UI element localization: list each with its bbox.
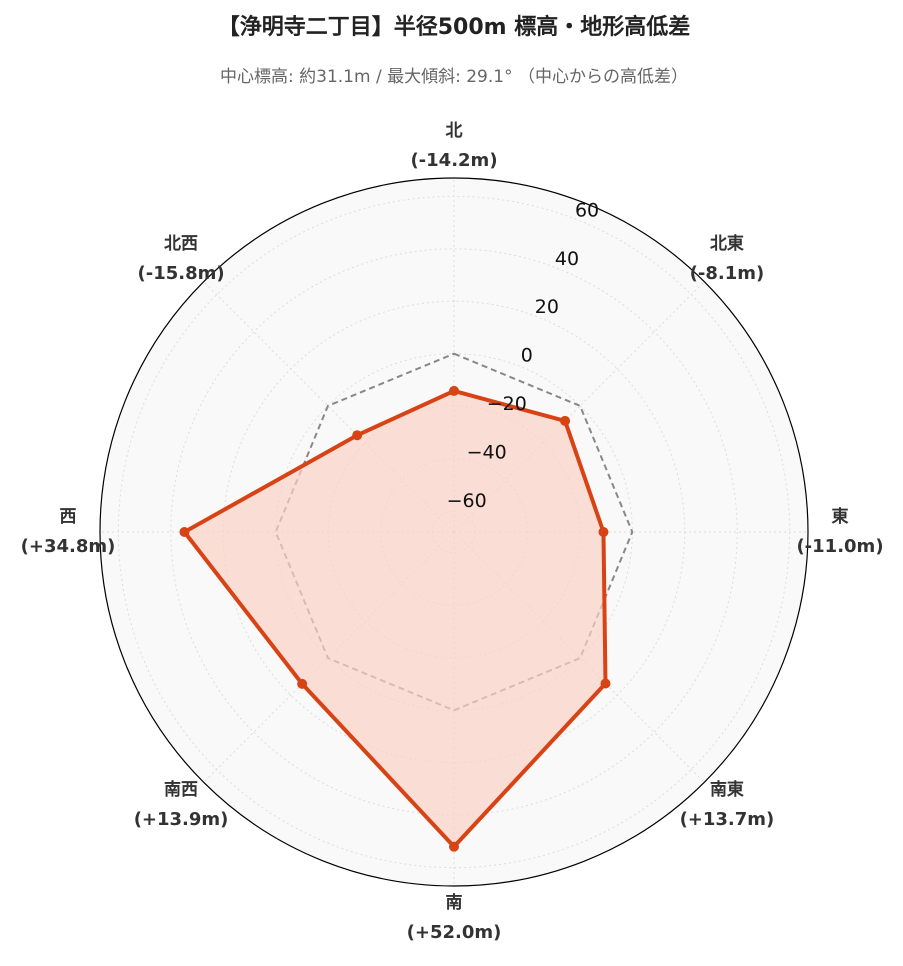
data-point — [179, 527, 190, 537]
r-tick-label: 0 — [521, 345, 533, 367]
category-label: 北東 — [710, 233, 744, 254]
value-label: (+52.0m) — [407, 922, 502, 943]
spoke — [453, 281, 705, 533]
data-point — [352, 430, 363, 441]
category-label: 南 — [446, 892, 463, 913]
value-label: (+13.9m) — [134, 809, 229, 830]
data-point — [449, 841, 459, 852]
r-tick-label: 60 — [575, 199, 599, 221]
data-point — [598, 527, 609, 537]
spoke — [203, 281, 455, 533]
category-label: 北 — [446, 121, 463, 141]
r-tick-label: −60 — [447, 490, 487, 512]
category-label: 西 — [60, 507, 77, 527]
value-label: (+13.7m) — [680, 809, 775, 830]
chart-subtitle: 中心標高: 約31.1m / 最大傾斜: 29.1° （中心からの高低差） — [220, 67, 688, 87]
r-tick-label: −20 — [487, 393, 527, 415]
data-point — [600, 678, 611, 689]
data-point — [449, 385, 459, 396]
value-label: (-8.1m) — [690, 263, 765, 284]
value-label: (-15.8m) — [138, 263, 225, 284]
outer-circle — [99, 177, 809, 887]
grid-circle — [170, 248, 738, 816]
r-tick-label: −40 — [467, 442, 507, 464]
value-label: (-14.2m) — [410, 150, 497, 171]
chart-title: 【浄明寺二丁目】半径500m 標高・地形高低差 — [218, 14, 691, 40]
data-point — [560, 415, 571, 426]
r-tick-label: 40 — [555, 248, 579, 270]
grid-circle — [117, 195, 791, 869]
category-label: 東 — [832, 506, 849, 527]
grid-circle — [222, 300, 686, 764]
r-tick-label: 20 — [535, 296, 559, 318]
value-label: (-11.0m) — [796, 536, 883, 557]
value-label: (+34.8m) — [21, 536, 116, 557]
category-label: 南東 — [710, 779, 744, 800]
category-label: 北西 — [164, 234, 198, 254]
data-point — [297, 678, 308, 689]
category-label: 南西 — [164, 779, 198, 800]
